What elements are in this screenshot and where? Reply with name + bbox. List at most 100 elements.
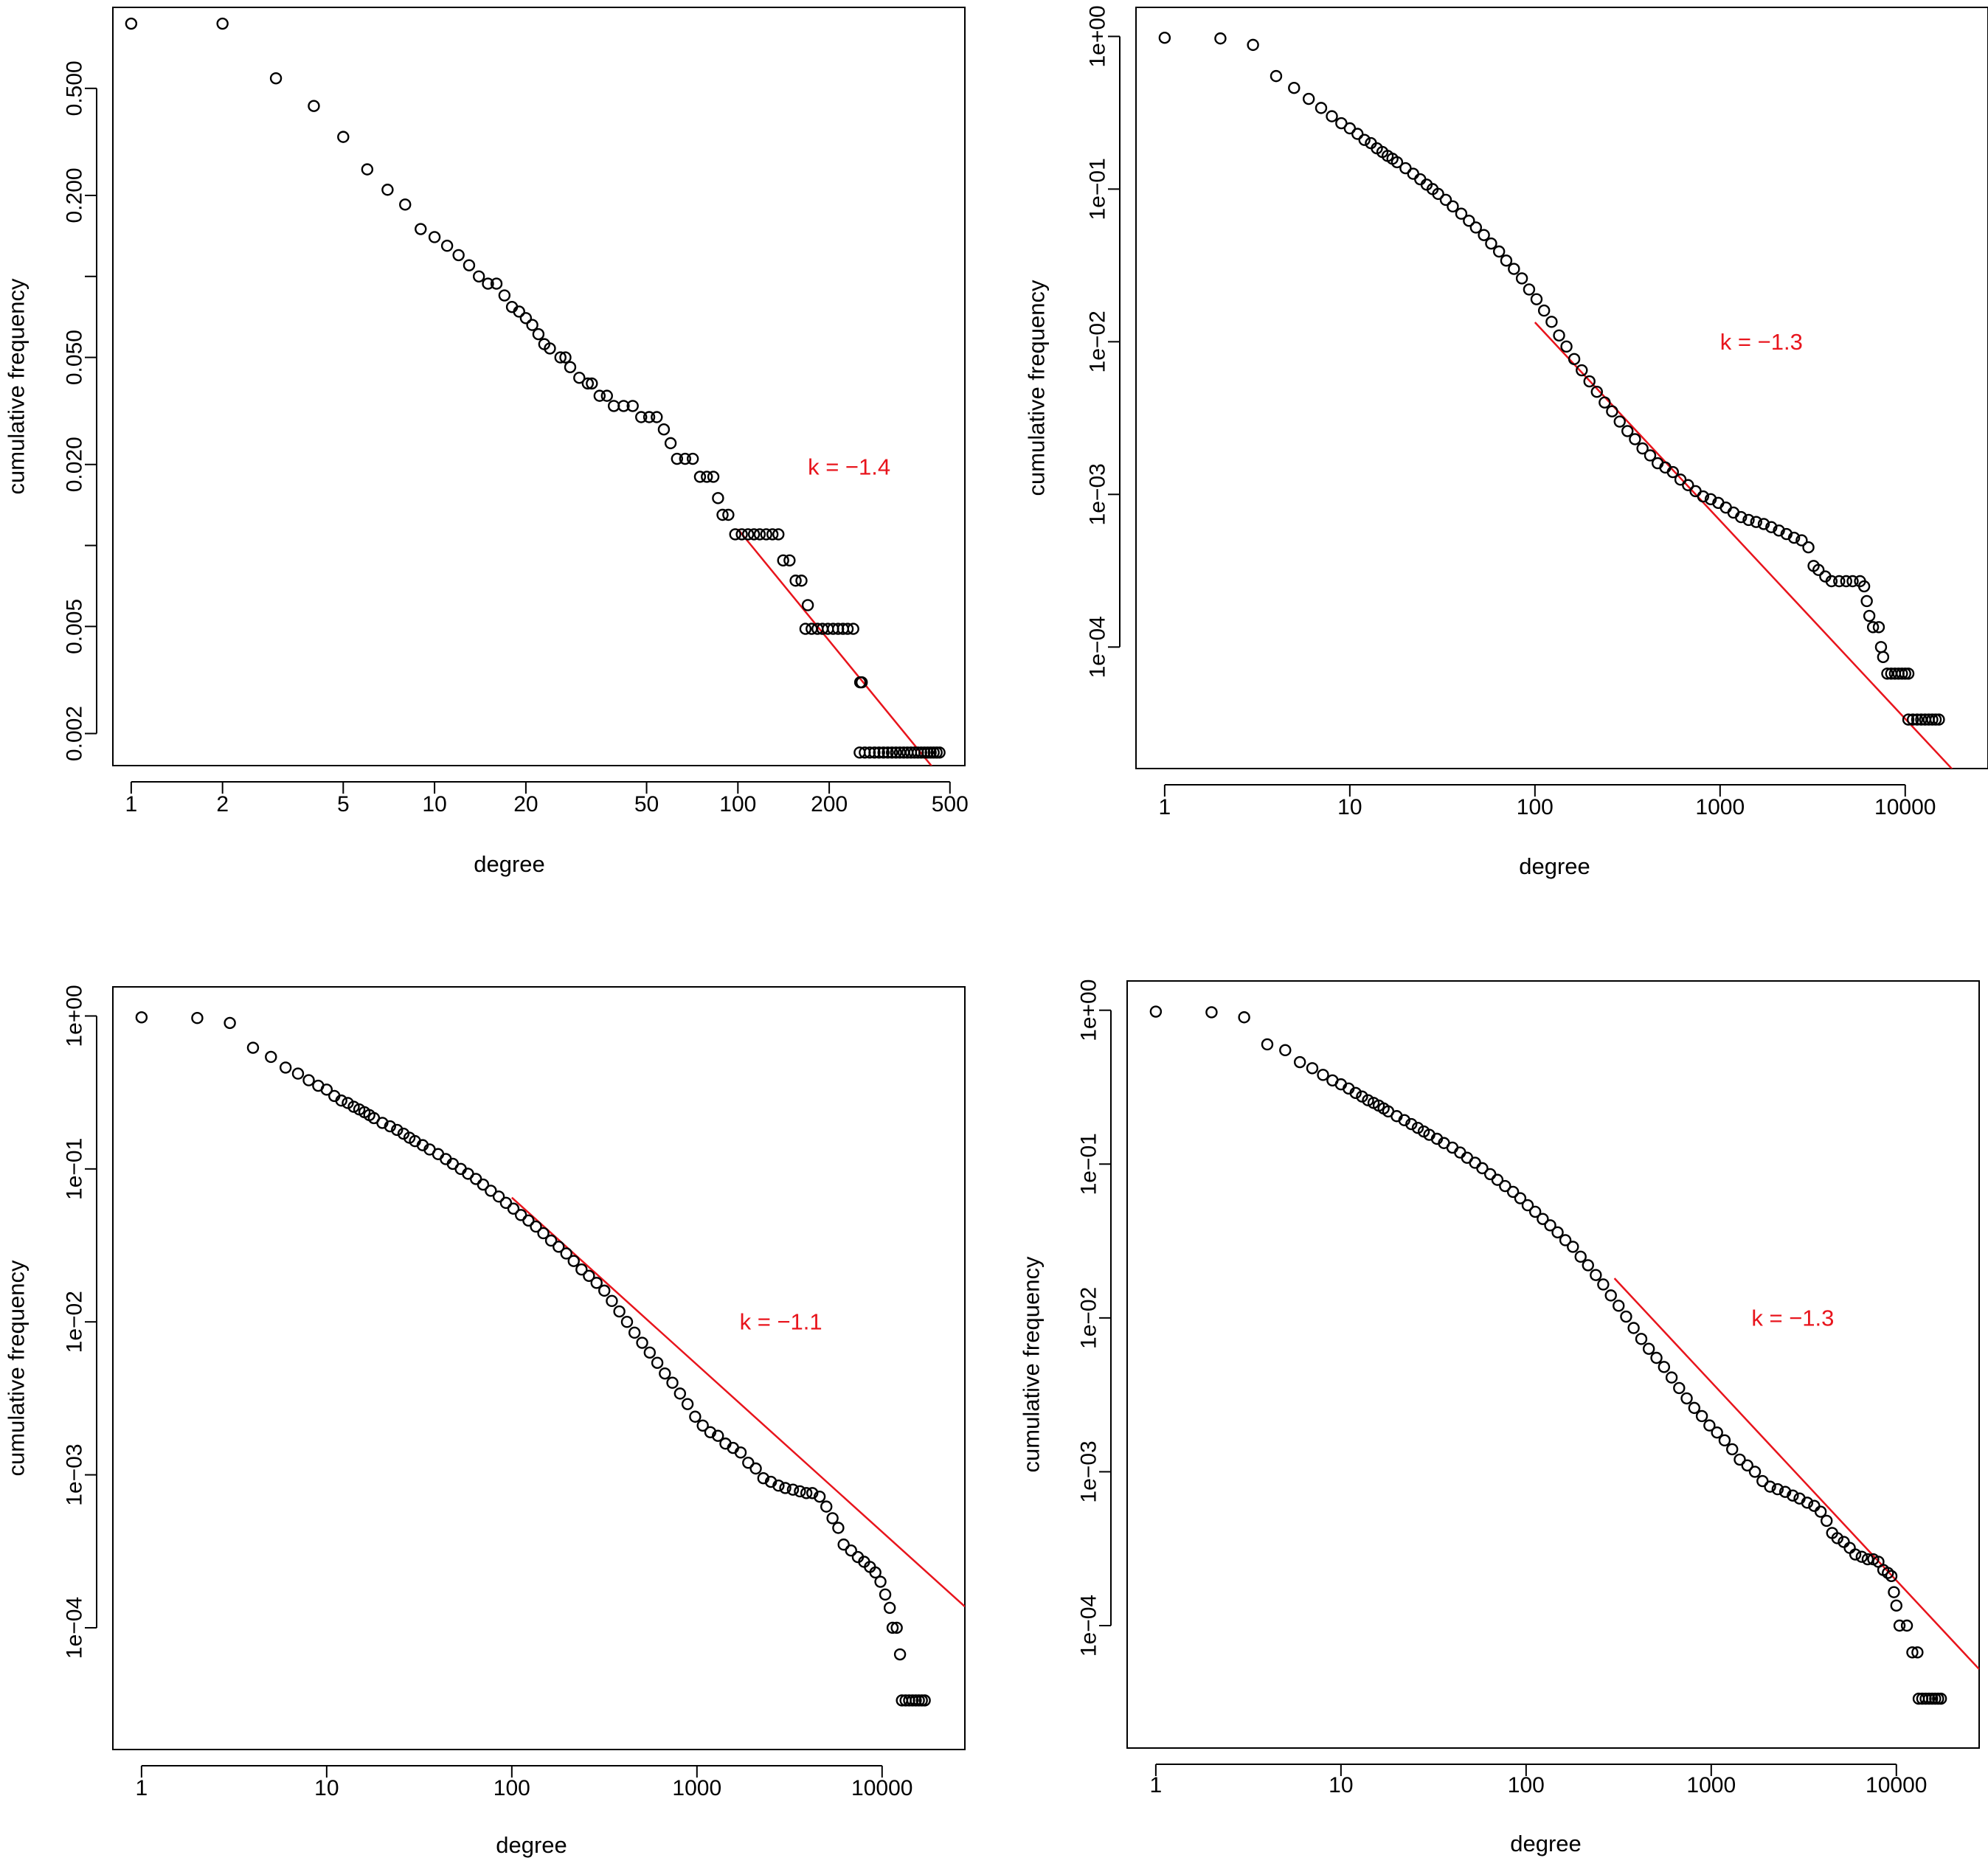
data-point xyxy=(1885,1570,1898,1582)
data-point xyxy=(1205,1006,1218,1019)
x-tick-label: 1000 xyxy=(1695,795,1745,819)
data-point xyxy=(741,528,755,541)
data-point xyxy=(291,1067,305,1080)
y-tick-label: 1e−02 xyxy=(1077,1287,1101,1349)
data-point xyxy=(1756,1474,1769,1488)
x-tick-label: 10000 xyxy=(851,1776,912,1800)
data-point xyxy=(498,289,511,302)
x-tick-label: 1 xyxy=(1150,1773,1163,1797)
y-axis-title: cumulative frequency xyxy=(1019,1256,1045,1472)
data-point xyxy=(1861,1553,1874,1566)
data-point xyxy=(716,508,729,521)
data-point xyxy=(1463,215,1475,227)
data-point xyxy=(666,1376,679,1389)
data-point xyxy=(537,1227,550,1240)
y-tick-label: 1e−01 xyxy=(1077,1133,1101,1195)
data-point xyxy=(526,319,538,331)
data-point xyxy=(1544,1219,1556,1232)
data-point xyxy=(742,1456,755,1469)
data-point xyxy=(729,528,741,541)
data-point xyxy=(918,1694,931,1707)
data-point xyxy=(532,327,545,341)
data-point xyxy=(882,746,894,759)
data-point xyxy=(1929,713,1942,726)
data-point xyxy=(689,1410,702,1423)
data-point xyxy=(801,599,814,611)
panels: 1 2 5 10 20 50 100 200 5000.5000.2000.0500.0200.… xyxy=(4,5,1988,1858)
plot-frame xyxy=(112,986,966,1750)
data-points xyxy=(1158,32,1945,726)
data-point xyxy=(885,746,898,759)
y-tick-label: 1e−03 xyxy=(1086,463,1110,525)
data-point xyxy=(1757,518,1770,530)
data-point xyxy=(492,1190,505,1203)
x-tick-label: 10 xyxy=(1329,1773,1353,1797)
data-point xyxy=(659,1367,671,1380)
y-tick-label: 1e+00 xyxy=(63,985,87,1047)
data-point xyxy=(575,1263,588,1276)
data-point xyxy=(279,1061,292,1074)
x-tick-label: 1 xyxy=(136,1776,148,1800)
data-point xyxy=(1405,1117,1418,1131)
data-point xyxy=(1432,187,1444,201)
data-point xyxy=(873,746,885,759)
data-point xyxy=(1831,1532,1843,1544)
data-point xyxy=(1606,405,1618,417)
plot-frame xyxy=(1126,980,1980,1749)
data-point xyxy=(890,746,902,759)
data-point xyxy=(1293,1055,1306,1069)
data-point xyxy=(1499,1179,1511,1193)
data-point xyxy=(1741,1459,1753,1471)
x-tick-label: 100 xyxy=(1508,1773,1545,1797)
data-point xyxy=(1583,375,1596,388)
data-point xyxy=(1787,1489,1799,1502)
data-point xyxy=(1447,200,1459,213)
data-point xyxy=(381,184,394,196)
data-points xyxy=(135,1011,931,1707)
data-point xyxy=(598,1284,611,1297)
data-point xyxy=(772,528,785,541)
y-tick-label: 1e−03 xyxy=(1077,1440,1101,1502)
data-point xyxy=(463,259,476,271)
data-point xyxy=(519,312,533,325)
data-point xyxy=(1857,580,1871,593)
data-point xyxy=(735,528,748,541)
data-point xyxy=(384,1120,396,1133)
data-point xyxy=(1528,1205,1542,1218)
fit-slope-label: k = −1.3 xyxy=(1720,329,1803,355)
plot-frame xyxy=(1135,7,1988,769)
data-point xyxy=(613,1305,626,1318)
data-point xyxy=(1795,534,1808,547)
data-point xyxy=(544,1234,558,1247)
data-point xyxy=(813,1490,826,1503)
data-point xyxy=(1902,668,1915,680)
data-point xyxy=(1261,1038,1274,1051)
data-point xyxy=(1922,1692,1936,1705)
data-point xyxy=(342,1097,354,1109)
data-point xyxy=(617,400,630,412)
data-point xyxy=(1855,1550,1868,1563)
data-point xyxy=(1900,1619,1913,1632)
data-point xyxy=(760,528,772,541)
data-point xyxy=(832,1522,845,1534)
x-tick-label: 1 xyxy=(1159,795,1171,819)
data-point xyxy=(573,372,586,384)
data-point xyxy=(1812,564,1825,576)
x-tick-label: 50 xyxy=(634,792,659,816)
data-point xyxy=(1888,1586,1900,1598)
data-point xyxy=(1439,193,1452,207)
y-tick-label: 1e−04 xyxy=(63,1597,87,1659)
data-point xyxy=(376,1117,389,1129)
data-point xyxy=(1335,117,1348,130)
data-point xyxy=(1613,415,1626,428)
data-point xyxy=(1214,32,1227,45)
data-point xyxy=(1860,594,1873,608)
chart-panel-1: 1 2 5 10 20 50 100 200 5000.5000.2000.0500.0200.… xyxy=(4,7,969,877)
data-point xyxy=(906,1694,919,1707)
x-tick-label: 20 xyxy=(513,792,538,816)
data-point xyxy=(320,1083,333,1096)
data-point xyxy=(1627,1322,1640,1334)
data-point xyxy=(1560,340,1573,353)
data-point xyxy=(490,277,503,290)
